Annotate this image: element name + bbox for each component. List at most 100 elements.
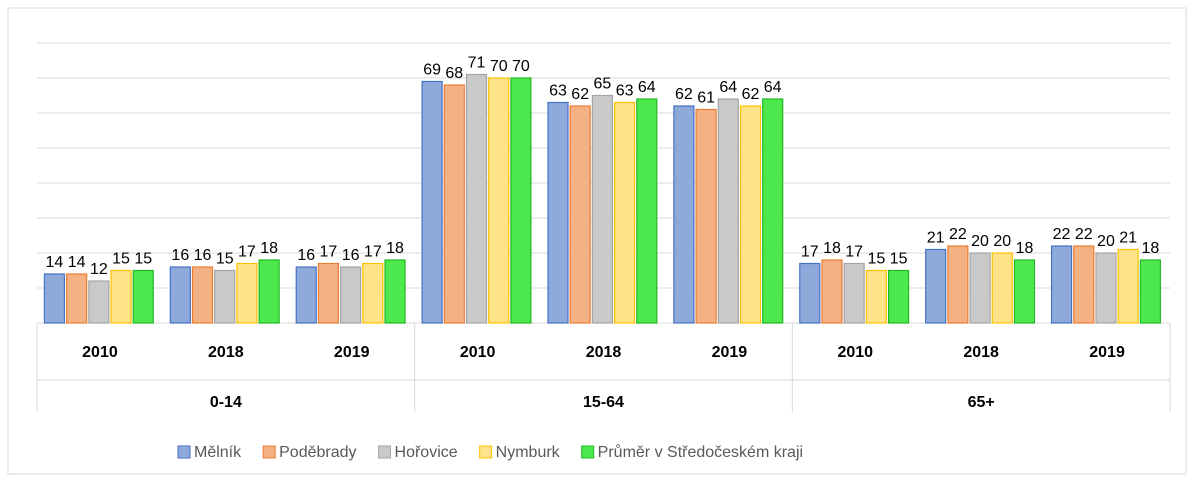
legend-label: Nymburk	[496, 444, 561, 461]
bar	[384, 259, 406, 324]
bar	[991, 252, 1013, 324]
group-label: 15-64	[583, 394, 624, 411]
group-label: 0-14	[210, 394, 242, 411]
x-tick-label: 2018	[963, 344, 999, 361]
bar	[887, 269, 910, 324]
data-label: 15	[134, 251, 152, 268]
bar	[510, 77, 532, 324]
legend-swatch	[581, 445, 595, 459]
x-tick-label: 2010	[837, 344, 873, 361]
data-label: 22	[1075, 226, 1093, 243]
data-label: 15	[867, 251, 885, 268]
legend-swatch	[177, 445, 191, 459]
data-label: 14	[46, 254, 64, 271]
data-label: 62	[675, 86, 693, 103]
bar	[88, 280, 110, 324]
data-label: 17	[801, 244, 819, 261]
x-tick-label: 2019	[334, 344, 370, 361]
bar	[1073, 245, 1095, 324]
data-label: 62	[742, 86, 760, 103]
bar	[465, 73, 488, 324]
legend-label: Mělník	[194, 444, 242, 461]
legend-swatch	[262, 445, 276, 459]
chart-border	[7, 7, 1187, 475]
data-label: 69	[423, 62, 441, 79]
data-label: 18	[1016, 240, 1034, 257]
bar	[717, 98, 739, 324]
data-label: 20	[1097, 233, 1115, 250]
bar	[569, 105, 591, 324]
bar	[132, 269, 154, 324]
legend-swatch	[378, 445, 392, 459]
bar	[258, 259, 280, 324]
bar	[762, 98, 784, 324]
data-label: 16	[194, 247, 212, 264]
data-label: 18	[823, 240, 841, 257]
bar	[821, 259, 843, 324]
data-label: 17	[364, 244, 382, 261]
data-label: 21	[1119, 230, 1137, 247]
data-label: 62	[571, 86, 589, 103]
x-tick-label: 2010	[460, 344, 496, 361]
bar	[591, 94, 614, 324]
data-label: 15	[890, 251, 908, 268]
x-tick-label: 2019	[712, 344, 748, 361]
data-label: 14	[68, 254, 86, 271]
legend-label: Průměr v Středočeském kraji	[598, 443, 803, 461]
bar	[1117, 248, 1139, 324]
bar	[1050, 245, 1073, 324]
bar	[362, 262, 384, 324]
data-label: 70	[490, 58, 508, 75]
bar	[66, 273, 88, 324]
data-label: 17	[320, 244, 338, 261]
bar	[236, 262, 258, 324]
bar	[925, 248, 947, 324]
data-label: 68	[445, 65, 463, 82]
data-label: 12	[90, 261, 108, 278]
data-label: 20	[993, 233, 1011, 250]
bar	[799, 262, 821, 324]
data-label: 63	[549, 83, 567, 100]
x-tick-label: 2019	[1089, 344, 1125, 361]
bar	[317, 262, 340, 324]
data-label: 18	[1141, 240, 1159, 257]
bar	[295, 266, 317, 324]
bar	[636, 98, 658, 324]
bar	[695, 108, 717, 324]
bar	[191, 266, 214, 324]
data-label: 15	[112, 251, 130, 268]
x-tick-label: 2010	[82, 344, 118, 361]
legend-label: Poděbrady	[279, 444, 356, 461]
bar	[739, 105, 762, 324]
x-tick-label: 2018	[208, 344, 244, 361]
data-label: 16	[171, 247, 189, 264]
data-label: 70	[512, 58, 530, 75]
bar	[1139, 259, 1161, 324]
x-tick-label: 2018	[586, 344, 622, 361]
data-label: 18	[386, 240, 404, 257]
data-label: 17	[238, 244, 256, 261]
bar	[843, 262, 865, 324]
data-label: 64	[719, 79, 737, 96]
legend-label: Hořovice	[395, 444, 458, 461]
bar	[214, 269, 236, 324]
bar	[421, 80, 443, 324]
bar	[613, 101, 636, 324]
bar	[947, 245, 969, 324]
group-label: 65+	[968, 394, 995, 411]
data-label: 15	[216, 251, 234, 268]
bar	[169, 266, 191, 324]
bar	[865, 269, 887, 324]
data-label: 64	[764, 79, 782, 96]
data-label: 16	[342, 247, 360, 264]
bar	[43, 273, 66, 324]
bar	[443, 84, 465, 324]
data-label: 71	[468, 55, 486, 72]
data-label: 64	[638, 79, 656, 96]
bar	[547, 101, 569, 324]
data-label: 22	[1053, 226, 1071, 243]
data-label: 21	[927, 230, 945, 247]
data-label: 22	[949, 226, 967, 243]
data-label: 61	[697, 90, 715, 107]
